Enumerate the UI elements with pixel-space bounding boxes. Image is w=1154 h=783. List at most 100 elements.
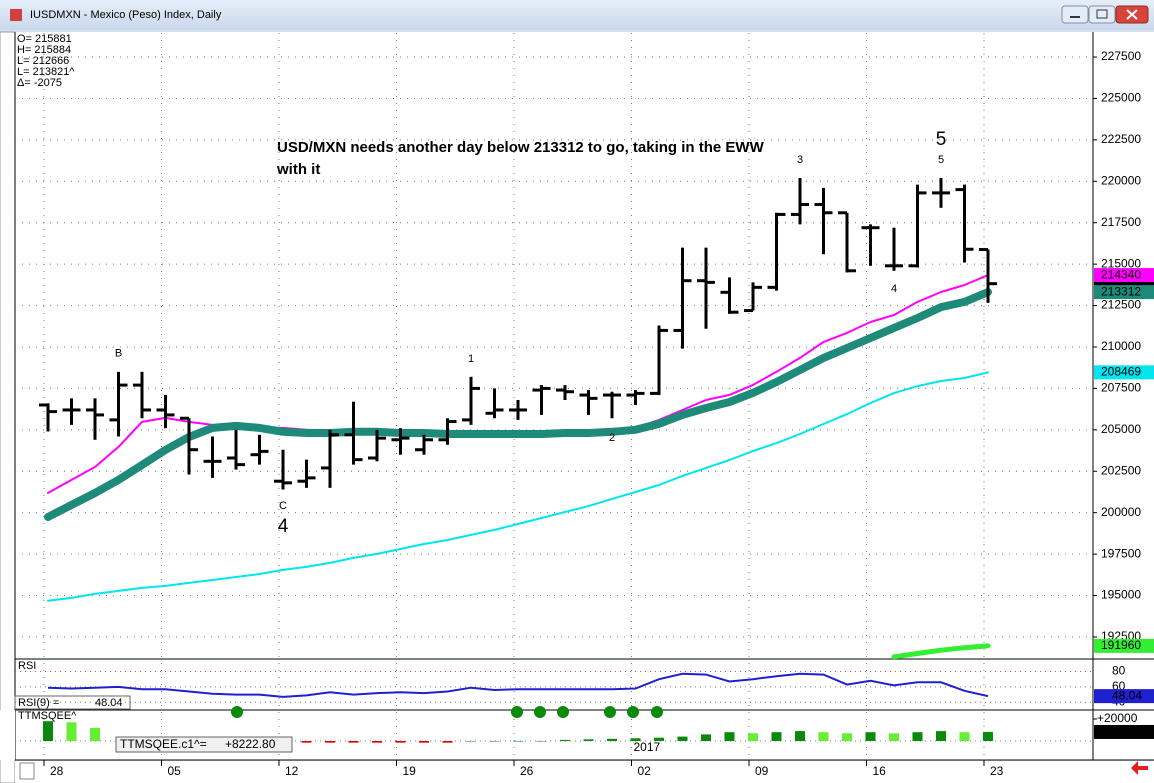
wave-label: B [115,348,122,360]
ttm-bar [489,741,500,742]
value-box-label: 208469 [1101,365,1141,379]
y-tick-label: 202500 [1101,463,1141,477]
wave-label: 5 [936,129,947,150]
value-box [1094,285,1154,300]
ttm-bar [325,741,335,743]
ohlc-bar [908,184,927,268]
ohlc-bar [579,390,598,415]
y-tick-label: 227500 [1101,49,1141,63]
ttm-bar [842,733,852,742]
ttm-tooltip [115,736,293,753]
value-box-label: 191960 [1101,638,1141,652]
scroll-arrow[interactable] [1131,761,1148,775]
y-tick-label: 200000 [1101,505,1141,519]
minimize-button[interactable] [1061,5,1089,24]
ohlc-bar [462,376,480,425]
ohlc-bar [861,224,880,266]
squeeze-dot [604,706,616,718]
value-axis-area [1093,32,1154,760]
rsi-readout-label: RSI(9) = [18,697,59,709]
ohlc-bar [744,282,762,313]
squeeze-dot [231,706,243,718]
ohlc-bar [650,325,668,396]
y-tick-label: 225000 [1101,91,1141,105]
app-icon [10,9,22,21]
ttm-bar [348,741,359,743]
wave-label: 5 [938,154,944,166]
ttm-bar [442,741,453,743]
moving-average-line [47,371,989,602]
y-tick-label: 217500 [1101,215,1141,229]
ohlc-bar [180,416,198,475]
x-tick-label: 26 [520,764,534,778]
ttm-bar [301,741,312,743]
squeeze-dots [231,706,663,718]
rsi-readout-value: 48.04 [95,697,123,709]
value-box [1094,638,1154,653]
ttm-bar [607,738,617,742]
value-box-label: 214340 [1101,267,1141,281]
squeeze-dot [511,706,523,718]
annotation: USD/MXN needs another day below 213312 t… [277,139,765,156]
ohlc-bar [391,428,410,455]
ohlc-bar [955,184,974,263]
x-tick-label: 23 [990,764,1004,778]
info-line: O= 215881 [17,33,72,45]
ohlc-bar [720,277,739,314]
y-tick-label: 205000 [1101,422,1141,436]
wave-label: 3 [797,154,803,166]
ohlc-bar [156,395,175,429]
x-tick-label: 05 [168,764,182,778]
plot-area [15,32,1093,760]
value-box [1094,268,1154,283]
ohlc-bar [979,248,997,303]
ttm-bar [795,731,805,742]
ttm-bar [536,741,547,742]
ttm-bar [724,732,735,742]
ohlc-bar [532,385,551,415]
ttm-bar [889,733,899,742]
x-tick-label: 16 [873,764,887,778]
close-icon [1126,9,1138,20]
year-label: 2017 [634,740,661,754]
wave-label: 1 [468,353,474,365]
ttm-bar [983,731,993,742]
annotation: with it [276,161,320,178]
y-tick-label: 207500 [1101,381,1141,395]
scroll-box[interactable] [19,762,35,780]
squeeze-dot [534,706,546,718]
rsi-value-label: 48.04 [1112,688,1142,702]
wave-label: 4 [891,283,897,295]
ttm-value-label: +8223 [1101,724,1135,738]
title-bar [0,0,1154,30]
ohlc-bar [885,227,903,271]
left-strip [0,31,16,783]
ohlc-bar [274,449,292,490]
x-tick-label: 02 [638,764,652,778]
minimize-icon [1070,16,1080,18]
ohlc-bar [485,388,504,419]
ttm-bar [560,739,570,742]
squeeze-dot [557,706,569,718]
x-tick-label: 28 [50,764,64,778]
ohlc-bar [344,401,363,465]
maximize-icon [1096,9,1108,19]
maximize-button[interactable] [1088,5,1116,24]
ohlc-bar [697,247,715,329]
ttm-bar [865,732,876,742]
value-box [1094,365,1154,380]
y-tick-label: 210000 [1101,339,1141,353]
ohlc-bar [133,371,151,419]
ohlc-bar [109,371,128,437]
ohlc-bar [415,434,433,455]
moving-average-line [891,643,991,660]
ttm-bar [818,732,829,742]
ttm-bar [654,737,664,742]
ttm-bar [66,722,77,742]
ttm-bar [912,732,923,742]
wave-label: C [279,500,287,512]
ohlc-bar [203,436,222,478]
ttm-bar [90,727,100,742]
